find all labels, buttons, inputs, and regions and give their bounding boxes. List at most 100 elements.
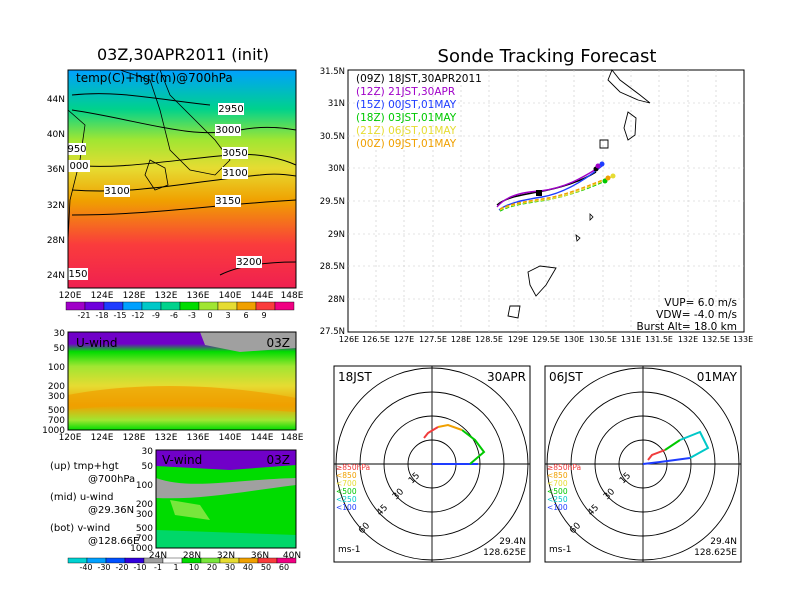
p-tick: 1000	[130, 544, 153, 554]
wind-colorbar-ticks: -40 -30 -20 -10 -1 1 10 20 30 40 50 60	[79, 563, 289, 572]
p-tick: 100	[48, 363, 65, 373]
island-yakushima	[599, 139, 609, 149]
p-tick: 50	[142, 462, 154, 472]
contour-label: 150	[68, 269, 87, 280]
level-legend: <250	[547, 495, 568, 504]
legend-line: (up) tmp+hgt	[50, 461, 119, 472]
lon-tick: 140E	[219, 291, 242, 301]
contour-label: 000	[69, 161, 88, 172]
lat-tick: 36N	[251, 551, 269, 561]
colorbar-tick: -40	[79, 563, 92, 572]
colorbar-tick: 60	[279, 563, 289, 572]
v-wind-label: V-wind	[162, 453, 202, 467]
lon-tick: 133E	[733, 335, 753, 344]
lon-tick: 124E	[91, 433, 114, 443]
lat-tick: 32N	[217, 551, 235, 561]
lon-tick: 131.5E	[645, 335, 673, 344]
lat-tick: 32N	[47, 201, 65, 211]
level-legend: <700	[336, 479, 357, 488]
colorbar-swatch	[141, 301, 162, 311]
lat-tick: 31.5N	[320, 67, 345, 77]
lon-tick: 148E	[281, 291, 304, 301]
polar-date: 01MAY	[697, 370, 738, 384]
contour-label: 950	[67, 144, 86, 155]
lon-tick: 144E	[251, 291, 274, 301]
polar-lon: 128.625E	[694, 548, 737, 558]
colorbar-tick: 10	[189, 563, 199, 572]
wind-colorbar	[67, 557, 297, 564]
launch-entry: (21Z) 06JST,01MAY	[356, 125, 457, 137]
lon-tick: 148E	[281, 433, 304, 443]
launch-entry: (00Z) 09JST,01MAY	[356, 138, 457, 150]
launch-entry: (12Z) 21JST,30APR	[356, 86, 455, 98]
colorbar-swatch	[160, 301, 181, 311]
legend-line: @128.66E	[88, 536, 139, 547]
contour-label: 3200	[236, 257, 261, 268]
lat-tick: 40N	[283, 551, 301, 561]
p-tick: 30	[54, 329, 66, 339]
polar-time: 18JST	[338, 370, 372, 384]
colorbar-tick: 0	[207, 311, 212, 320]
level-legend: <500	[336, 487, 357, 496]
lat-tick: 36N	[47, 165, 65, 175]
temp-hgt-map: 2950 3000 3050 3100 3100 3150 3200 150 0…	[47, 69, 304, 301]
polar-unit: ms-1	[549, 545, 571, 555]
launch-entry: (18Z) 03JST,01MAY	[356, 112, 457, 124]
tracking-map: (09Z) 18JST,30APR2011 (12Z) 21JST,30APR …	[320, 67, 753, 344]
lon-tick: 128E	[451, 335, 471, 344]
colorbar-tick: -20	[115, 563, 128, 572]
lon-tick: 127E	[394, 335, 414, 344]
colorbar-swatch	[276, 557, 297, 564]
polar-date: 30APR	[487, 370, 526, 384]
lat-tick: 28.5N	[320, 262, 345, 272]
lon-tick: 132E	[155, 433, 178, 443]
colorbar-swatch	[179, 301, 200, 311]
lon-tick: 132E	[678, 335, 698, 344]
island-amami	[527, 265, 557, 297]
lat-tick: 31N	[328, 99, 345, 109]
lon-tick: 129E	[508, 335, 528, 344]
param-burst: Burst Alt= 18.0 km	[637, 321, 737, 333]
colorbar-tick: -21	[77, 311, 90, 320]
colorbar-swatch	[122, 301, 143, 311]
lat-tick: 28N	[47, 236, 65, 246]
colorbar-tick: 3	[225, 311, 230, 320]
level-legend: <250	[336, 495, 357, 504]
lat-tick: 29.5N	[320, 197, 345, 207]
p-tick: 1000	[42, 426, 65, 436]
lat-tick: 40N	[47, 130, 65, 140]
colorbar-tick: -15	[113, 311, 126, 320]
polar-lat: 29.4N	[499, 537, 526, 547]
island-tanegashima	[623, 111, 637, 141]
u-wind-time: 03Z	[267, 336, 291, 350]
lon-tick: 120E	[59, 291, 82, 301]
level-legend: <100	[547, 503, 568, 512]
lon-tick: 127.5E	[419, 335, 447, 344]
lon-tick: 131E	[621, 335, 641, 344]
lon-tick: 128E	[123, 433, 146, 443]
lon-tick: 129.5E	[532, 335, 560, 344]
lat-tick: 28N	[328, 295, 345, 305]
colorbar-tick: -6	[170, 311, 178, 320]
level-legend: <850	[336, 471, 357, 480]
level-legend: <700	[547, 479, 568, 488]
island-tokara	[507, 305, 521, 319]
colorbar-tick: 30	[225, 563, 235, 572]
lat-tick: 24N	[149, 551, 167, 561]
level-legend: ≥850hPa	[336, 463, 370, 472]
colorbar-tick: -18	[95, 311, 108, 320]
lat-tick: 27.5N	[320, 327, 345, 337]
p-tick: 200	[48, 382, 65, 392]
colorbar-swatch	[274, 301, 295, 311]
p-tick: 30	[142, 447, 154, 457]
colorbar-swatch	[236, 301, 257, 311]
lat-tick: 44N	[47, 95, 65, 105]
polar-lat: 29.4N	[710, 537, 737, 547]
legend-line: (mid) u-wind	[50, 492, 113, 503]
lon-tick: 144E	[251, 433, 274, 443]
p-tick: 300	[136, 510, 153, 520]
level-legend: <100	[336, 503, 357, 512]
lat-tick: 28N	[183, 551, 201, 561]
lat-tick: 30.5N	[320, 132, 345, 142]
